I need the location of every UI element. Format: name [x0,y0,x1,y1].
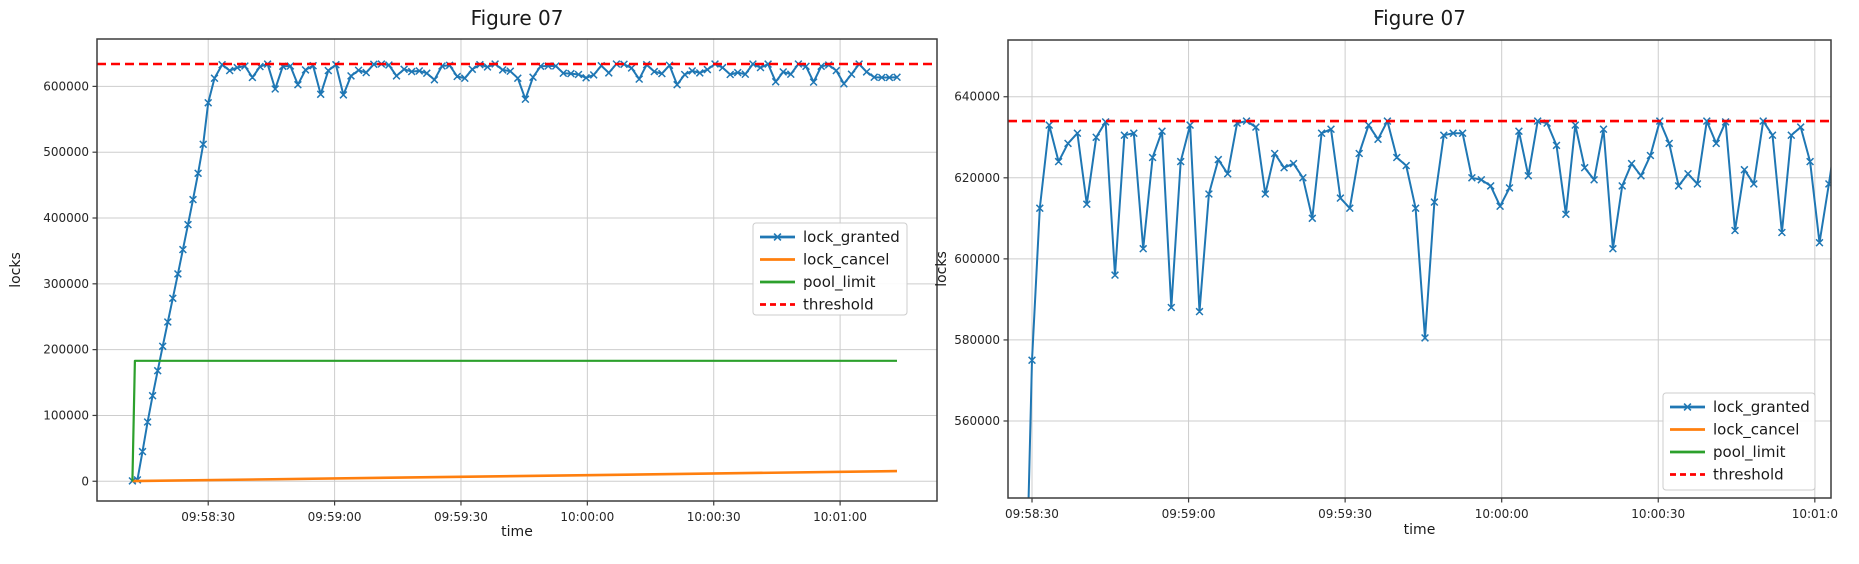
x-tick-label: 10:01:0 [1792,507,1838,521]
legend-zoomed: lock_granted lock_cancel pool_limitthresho… [1662,392,1816,491]
ticks-overview: 09:58:30 09:59:00 09:59:30 10:00:00 10:00:30… [43,79,867,524]
legend-label-threshold: threshold [803,296,874,314]
y-axis-label-overview: locks [8,252,24,288]
lock_granted-legend-marker [1683,403,1692,411]
chart-canvas-overview: 09:58:30 09:59:00 09:59:30 10:00:00 10:00:30… [43,38,938,524]
plot-frame-overview [96,38,938,502]
legend-label-lock_granted: lock_granted [1713,398,1810,417]
x-tick-label: 09:59:00 [1162,507,1216,521]
x-axis-label-overview: time [501,524,533,540]
plot-frame-zoomed [1007,39,1832,499]
y-tick-label: 600000 [954,252,1000,266]
x-axis-label-zoomed: time [1403,522,1436,538]
legend-box [752,222,908,316]
chart-title-zoomed: Figure 07 [1373,6,1466,30]
x-tick-label: 10:00:00 [560,510,614,524]
lock_granted-legend-marker [773,233,782,241]
pool_limit-line [131,359,897,482]
y-tick-label: 500000 [43,145,89,159]
y-tick-label: 560000 [954,414,1000,428]
legend-label-lock_cancel: lock_cancel [803,251,889,270]
lock_granted-markers [1028,117,1831,365]
x-tick-label: 10:00:30 [687,510,741,524]
x-tick-label: 09:59:30 [434,510,488,524]
x-tick-label: 10:00:00 [1475,507,1529,521]
x-tick-label: 09:59:00 [308,510,362,524]
y-tick-label: 100000 [43,408,89,422]
lock_cancel-line [132,469,898,483]
x-tick-label: 09:58:30 [181,510,235,524]
x-tick-label: 09:59:30 [1318,507,1372,521]
x-tick-label: 10:01:00 [813,510,867,524]
y-tick-label: 400000 [43,211,89,225]
x-tick-label: 10:00:30 [1631,507,1685,521]
legend-box [1662,392,1816,491]
series-group-overview [97,60,937,485]
y-tick-label: 300000 [43,277,89,291]
legend-label-threshold: threshold [1713,466,1784,484]
legend-label-lock_cancel: lock_cancel [1713,421,1799,440]
y-tick-label: 200000 [43,343,89,357]
figure-zoomed: 09:58:30 09:59:00 09:59:30 10:00:00 10:00:30… [930,0,1859,564]
legend-label-pool_limit: pool_limit [803,273,876,292]
series-group-zoomed [1008,117,1831,498]
y-axis-label-zoomed: locks [934,251,950,287]
chart-canvas-zoomed: 09:58:30 09:59:00 09:59:30 10:00:00 10:00:30… [954,39,1838,521]
legend-label-lock_granted: lock_granted [803,228,900,247]
y-tick-label: 600000 [43,79,89,93]
y-tick-label: 0 [81,474,89,488]
chart-title-overview: Figure 07 [470,6,564,30]
legend-overview: lock_granted lock_cancel pool_limitthresho… [752,222,908,316]
y-tick-label: 620000 [954,171,1000,185]
ticks-zoomed: 09:58:30 09:59:00 09:59:30 10:00:00 10:00:30… [954,90,1838,521]
y-tick-label: 640000 [954,90,1000,104]
legend-label-pool_limit: pool_limit [1713,443,1786,462]
figure-overview: 09:58:30 09:59:00 09:59:30 10:00:00 10:00:30… [8,6,938,540]
y-tick-label: 580000 [954,333,1000,347]
x-tick-label: 09:58:30 [1005,507,1059,521]
